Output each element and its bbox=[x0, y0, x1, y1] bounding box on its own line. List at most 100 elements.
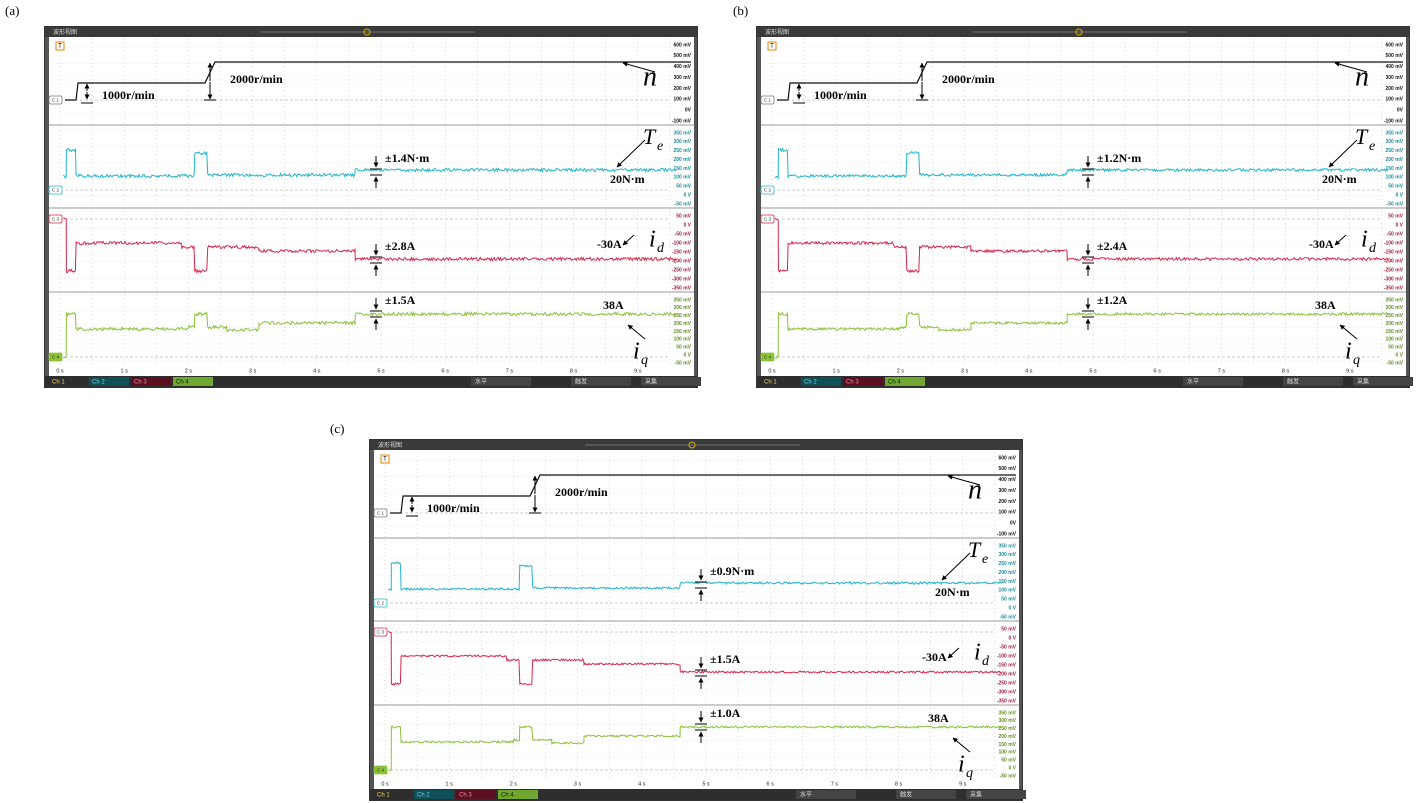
time-tick-label: 0 s bbox=[381, 781, 389, 787]
ripple-label: ±0.9N·m bbox=[710, 564, 754, 578]
channel-marker: C 2 bbox=[761, 186, 774, 194]
scale-label: -150 mV bbox=[997, 662, 1017, 668]
footer-label: 触发 bbox=[900, 791, 912, 799]
panel-label: (b) bbox=[733, 3, 748, 18]
speed-low-label: 1000r/min bbox=[814, 88, 867, 102]
scale-label: 200 mV bbox=[1385, 321, 1403, 327]
channel-marker-label: C 1 bbox=[377, 511, 385, 516]
scale-label: 350 mV bbox=[998, 710, 1016, 716]
id-value: -30A bbox=[597, 237, 622, 251]
channel-marker-label: C 4 bbox=[377, 768, 385, 773]
scale-label: 300 mV bbox=[673, 305, 691, 311]
trigger-marker: T bbox=[383, 457, 387, 463]
ripple-label: ±1.0A bbox=[710, 706, 741, 720]
time-tick-label: 8 s bbox=[570, 368, 578, 374]
scale-label: 250 mV bbox=[673, 313, 691, 319]
speed-symbol: n bbox=[1355, 61, 1369, 92]
scale-label: 0 V bbox=[1395, 222, 1403, 228]
scale-label: 50 mV bbox=[676, 213, 691, 219]
scope-screen: 波形视图TC 1600 mV500 mV400 mV300 mV200 mV10… bbox=[757, 27, 1413, 387]
speed-high-label: 2000r/min bbox=[555, 485, 608, 499]
time-tick-label: 5 s bbox=[377, 368, 385, 374]
scale-label: 250 mV bbox=[998, 561, 1016, 567]
channel-marker-label: C 1 bbox=[764, 98, 772, 103]
scale-label: 150 mV bbox=[998, 742, 1016, 748]
channel-marker: C 4 bbox=[761, 353, 774, 361]
scale-label: -350 mV bbox=[997, 698, 1017, 704]
ripple-label: ±2.4A bbox=[1097, 239, 1128, 253]
scale-label: -50 mV bbox=[1387, 360, 1404, 366]
scale-label: -100 mV bbox=[1384, 118, 1404, 124]
channel-marker-label: C 2 bbox=[764, 188, 772, 193]
scale-label: -300 mV bbox=[672, 276, 692, 282]
scale-label: 350 mV bbox=[673, 297, 691, 303]
scale-label: 200 mV bbox=[1385, 86, 1403, 92]
ripple-label: ±1.2N·m bbox=[1097, 151, 1141, 165]
screen-title: 波形视图 bbox=[378, 441, 402, 449]
figure-canvas: (a)波形视图TC 1600 mV500 mV400 mV300 mV200 m… bbox=[0, 0, 1418, 803]
time-tick-label: 7 s bbox=[506, 368, 514, 374]
scale-label: 100 mV bbox=[673, 97, 691, 103]
speed-symbol: n bbox=[643, 61, 657, 92]
scale-label: 50 mV bbox=[1001, 626, 1016, 632]
scale-label: 0 V bbox=[1008, 765, 1016, 771]
time-tick-label: 1 s bbox=[833, 368, 841, 374]
scale-label: 600 mV bbox=[673, 42, 691, 48]
scale-label: 50 mV bbox=[676, 345, 691, 351]
torque-subscript: e bbox=[657, 139, 663, 154]
scale-label: 150 mV bbox=[998, 579, 1016, 585]
channel-tab-label: Ch 1 bbox=[764, 380, 777, 386]
scale-label: 0 V bbox=[1395, 192, 1403, 198]
scale-label: 100 mV bbox=[1385, 97, 1403, 103]
ripple-label: ±1.5A bbox=[710, 652, 741, 666]
ripple-label: ±2.8A bbox=[385, 239, 416, 253]
scale-label: -100 mV bbox=[672, 240, 692, 246]
time-tick-label: 9 s bbox=[634, 368, 642, 374]
scale-label: -100 mV bbox=[672, 118, 692, 124]
torque-symbol: T bbox=[968, 537, 982, 562]
screen-bg bbox=[757, 27, 1409, 387]
scale-label: 400 mV bbox=[1385, 64, 1403, 70]
right-gutter bbox=[1019, 450, 1022, 790]
iq-value: 38A bbox=[928, 711, 949, 725]
scale-label: 500 mV bbox=[1385, 53, 1403, 59]
scale-label: -150 mV bbox=[1384, 249, 1404, 255]
screen-bg bbox=[45, 27, 697, 387]
id-symbol: i bbox=[649, 227, 656, 253]
trigger-marker: T bbox=[58, 44, 62, 50]
scale-label: -50 mV bbox=[1387, 201, 1404, 207]
time-tick-label: 4 s bbox=[313, 368, 321, 374]
footer-label: 采集 bbox=[1357, 378, 1369, 386]
torque-symbol: T bbox=[1355, 124, 1369, 149]
scale-label: -300 mV bbox=[997, 689, 1017, 695]
id-subscript: d bbox=[982, 654, 990, 669]
scale-label: 200 mV bbox=[1385, 157, 1403, 163]
scale-label: 100 mV bbox=[1385, 175, 1403, 181]
scale-label: 300 mV bbox=[1385, 139, 1403, 145]
time-tick-label: 6 s bbox=[442, 368, 450, 374]
scale-label: -50 mV bbox=[675, 231, 692, 237]
speed-low-label: 1000r/min bbox=[427, 501, 480, 515]
scale-label: 250 mV bbox=[673, 148, 691, 154]
iq-symbol: i bbox=[1345, 339, 1352, 365]
channel-marker: C 1 bbox=[374, 509, 387, 517]
scale-label: 400 mV bbox=[998, 477, 1016, 483]
time-tick-label: 4 s bbox=[638, 781, 646, 787]
channel-marker: C 2 bbox=[374, 599, 387, 607]
scale-label: 200 mV bbox=[673, 86, 691, 92]
torque-symbol: T bbox=[643, 124, 657, 149]
right-gutter bbox=[694, 37, 697, 377]
channel-tab-label: Ch 3 bbox=[846, 380, 859, 386]
channel-tab-label: Ch 1 bbox=[52, 380, 65, 386]
id-subscript: d bbox=[657, 241, 665, 256]
scale-label: -50 mV bbox=[1000, 614, 1017, 620]
scale-label: 150 mV bbox=[673, 166, 691, 172]
scale-label: 0 V bbox=[1395, 352, 1403, 358]
torque-value: 20N·m bbox=[1322, 172, 1357, 186]
footer-label: 采集 bbox=[970, 791, 982, 799]
scale-label: -100 mV bbox=[1384, 240, 1404, 246]
scale-label: 500 mV bbox=[673, 53, 691, 59]
time-tick-label: 3 s bbox=[249, 368, 257, 374]
scale-label: 300 mV bbox=[998, 552, 1016, 558]
